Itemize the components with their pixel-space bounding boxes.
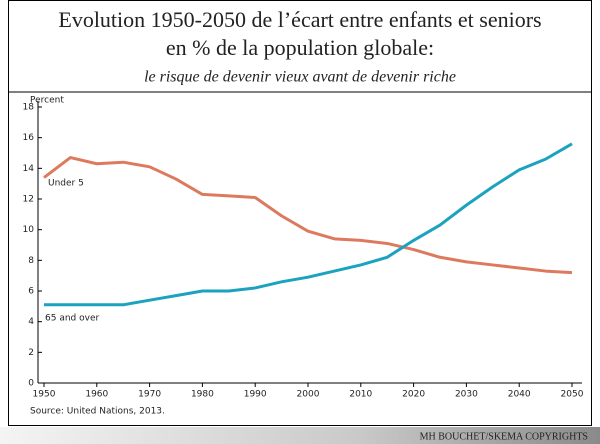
subtitle: le risque de devenir vieux avant de deve… — [144, 69, 456, 86]
source: Source: United Nations, 2013. — [30, 407, 165, 417]
x-tick-label: 1960 — [85, 390, 108, 400]
y-tick-label: 12 — [23, 195, 34, 205]
x-tick-label: 1990 — [244, 390, 267, 400]
x-tick-label: 2020 — [402, 390, 425, 400]
series-label: Under 5 — [48, 179, 84, 189]
y-tick-label: 16 — [23, 133, 35, 143]
x-tick-label: 2050 — [561, 390, 584, 400]
y-tick-label: 6 — [28, 287, 34, 297]
title-line: en % de la population globale: — [166, 35, 434, 60]
series-line — [44, 142, 573, 307]
slide-frame — [8, 0, 592, 426]
x-tick-label: 1950 — [33, 390, 56, 400]
y-tick-label: 4 — [28, 317, 34, 327]
title-line: Evolution 1950-2050 de l’écart entre enf… — [58, 7, 541, 32]
x-tick-label: 2040 — [508, 390, 531, 400]
y-tick-label: 8 — [28, 256, 34, 266]
x-tick-label: 1970 — [138, 390, 161, 400]
x-tick-label: 2000 — [297, 390, 320, 400]
footer: MH BOUCHET/SKEMA COPYRIGHTS — [420, 431, 588, 442]
footer-band — [0, 427, 600, 444]
y-axis-label: Percent — [30, 96, 64, 106]
y-tick-label: 2 — [28, 348, 34, 358]
x-tick-label: 1980 — [191, 390, 214, 400]
y-tick-label: 10 — [23, 225, 35, 235]
x-tick-label: 2030 — [455, 390, 478, 400]
y-tick-label: 14 — [23, 164, 35, 174]
y-tick-label: 0 — [28, 379, 34, 389]
x-tick-label: 2010 — [349, 390, 372, 400]
series-line — [43, 156, 573, 275]
series-label: 65 and over — [45, 314, 99, 324]
y-tick-label: 18 — [23, 103, 35, 113]
